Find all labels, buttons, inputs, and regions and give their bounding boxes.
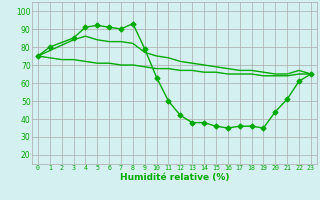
X-axis label: Humidité relative (%): Humidité relative (%) <box>120 173 229 182</box>
